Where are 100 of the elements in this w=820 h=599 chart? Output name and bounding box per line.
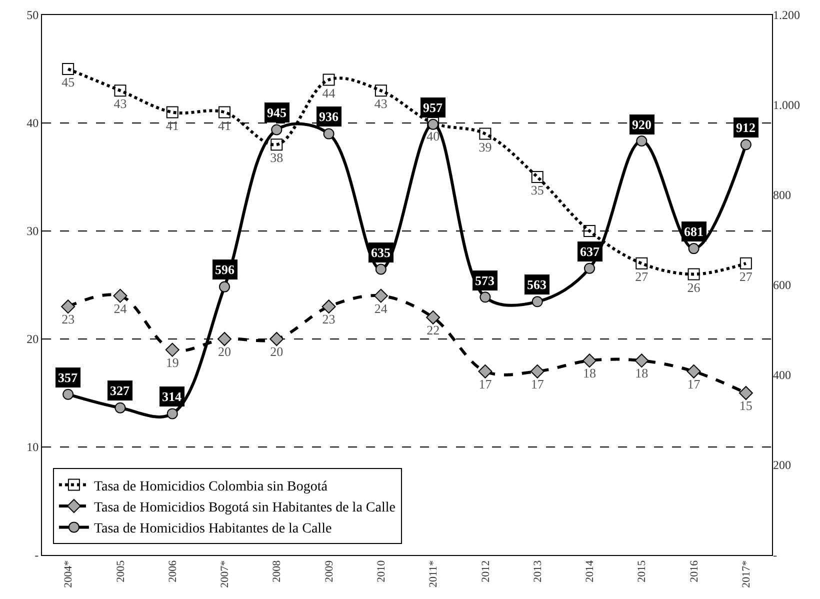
- point: [114, 84, 126, 97]
- y2-tick-label: 1.200: [773, 8, 800, 22]
- y2-tick-label: 400: [773, 368, 791, 382]
- point: [479, 128, 492, 140]
- data-label: 24: [114, 300, 128, 316]
- y2-tick-label: 600: [773, 278, 791, 292]
- y-tick-label: 30: [26, 224, 39, 238]
- data-label: 637: [580, 244, 600, 259]
- x-tick-label: 2010: [376, 560, 388, 582]
- data-label: 681: [684, 224, 704, 239]
- point: [634, 354, 649, 368]
- data-label: 19: [166, 354, 179, 370]
- point: [322, 74, 335, 86]
- x-tick-label: 2004*: [62, 560, 75, 588]
- point: [374, 288, 388, 303]
- data-label: 20: [270, 344, 284, 359]
- point: [636, 257, 648, 270]
- point: [740, 139, 752, 150]
- data-label: 43: [114, 96, 127, 112]
- point: [219, 281, 230, 292]
- data-label: 920: [632, 117, 652, 132]
- data-label: 26: [687, 280, 701, 295]
- data-label: 596: [215, 262, 235, 277]
- x-tick-label: 2013: [532, 560, 544, 582]
- point: [686, 364, 701, 378]
- data-label: 912: [736, 120, 756, 135]
- point: [61, 300, 76, 314]
- data-label: 24: [374, 300, 388, 316]
- point: [480, 292, 491, 303]
- x-tick-label: 2016: [688, 560, 700, 582]
- y2-tick-label: 200: [773, 458, 791, 472]
- data-label: 23: [322, 312, 336, 327]
- point: [113, 288, 128, 303]
- point: [740, 257, 752, 270]
- data-label: 357: [58, 370, 78, 385]
- data-label: 17: [530, 376, 544, 392]
- point: [478, 364, 492, 378]
- point: [584, 262, 595, 274]
- point: [218, 332, 232, 346]
- data-label: 945: [267, 105, 287, 120]
- point: [426, 310, 440, 324]
- y-tick-label: 10: [26, 440, 39, 454]
- point: [271, 124, 282, 136]
- data-label: 39: [478, 139, 492, 154]
- data-label: 38: [270, 150, 284, 166]
- data-label: 27: [635, 269, 649, 284]
- point: [738, 386, 753, 400]
- y2-tick-label: 800: [773, 188, 791, 202]
- data-label: 957: [423, 100, 443, 115]
- point: [270, 138, 283, 151]
- data-label: 17: [687, 376, 701, 392]
- data-label: 22: [426, 322, 440, 338]
- point: [584, 225, 596, 237]
- x-tick-label: 2011*: [428, 560, 440, 588]
- data-label: 27: [739, 269, 753, 284]
- x-tick-label: 2007*: [219, 560, 232, 588]
- legend-label: Tasa de Homicidios Bogotá sin Habitantes de la Calle: [94, 500, 396, 516]
- y-tick-label: 20: [26, 332, 39, 346]
- point: [322, 300, 336, 314]
- data-label: 20: [218, 344, 231, 359]
- x-tick-label: 2012: [480, 560, 492, 582]
- point: [530, 364, 544, 378]
- y-tick-label: -: [34, 548, 39, 562]
- data-label: 43: [374, 96, 388, 112]
- data-label: 18: [583, 366, 596, 381]
- y2-tick-label: -: [773, 548, 777, 562]
- point: [166, 106, 178, 118]
- x-tick-label: 2006: [166, 560, 179, 582]
- point: [323, 128, 334, 140]
- data-label: 45: [62, 74, 75, 90]
- data-label: 327: [110, 383, 130, 398]
- point: [270, 332, 284, 346]
- data-label: 563: [527, 277, 547, 292]
- data-label: 18: [635, 366, 648, 381]
- data-label: 314: [162, 389, 182, 404]
- data-label: 635: [371, 245, 391, 260]
- x-tick-label: 2005: [114, 560, 127, 582]
- data-label: 15: [739, 398, 752, 413]
- data-label: 23: [62, 312, 75, 327]
- y-tick-label: 50: [26, 8, 39, 22]
- point: [531, 171, 544, 183]
- data-label: 44: [322, 85, 336, 100]
- y-tick-label: 40: [26, 116, 39, 130]
- point: [114, 402, 126, 414]
- x-tick-label: 2008: [271, 560, 284, 582]
- data-label: 17: [478, 376, 492, 392]
- point: [165, 342, 180, 357]
- point: [688, 268, 700, 280]
- point: [166, 408, 178, 420]
- point: [62, 388, 74, 400]
- point: [62, 63, 74, 75]
- point: [636, 136, 648, 146]
- x-tick-label: 2014: [584, 560, 596, 582]
- point: [688, 243, 700, 254]
- data-label: 573: [475, 273, 495, 288]
- y2-tick-label: 1.000: [773, 98, 800, 112]
- data-label: 40: [426, 128, 440, 144]
- point: [374, 84, 387, 97]
- point: [582, 354, 596, 368]
- data-label: 35: [530, 182, 544, 198]
